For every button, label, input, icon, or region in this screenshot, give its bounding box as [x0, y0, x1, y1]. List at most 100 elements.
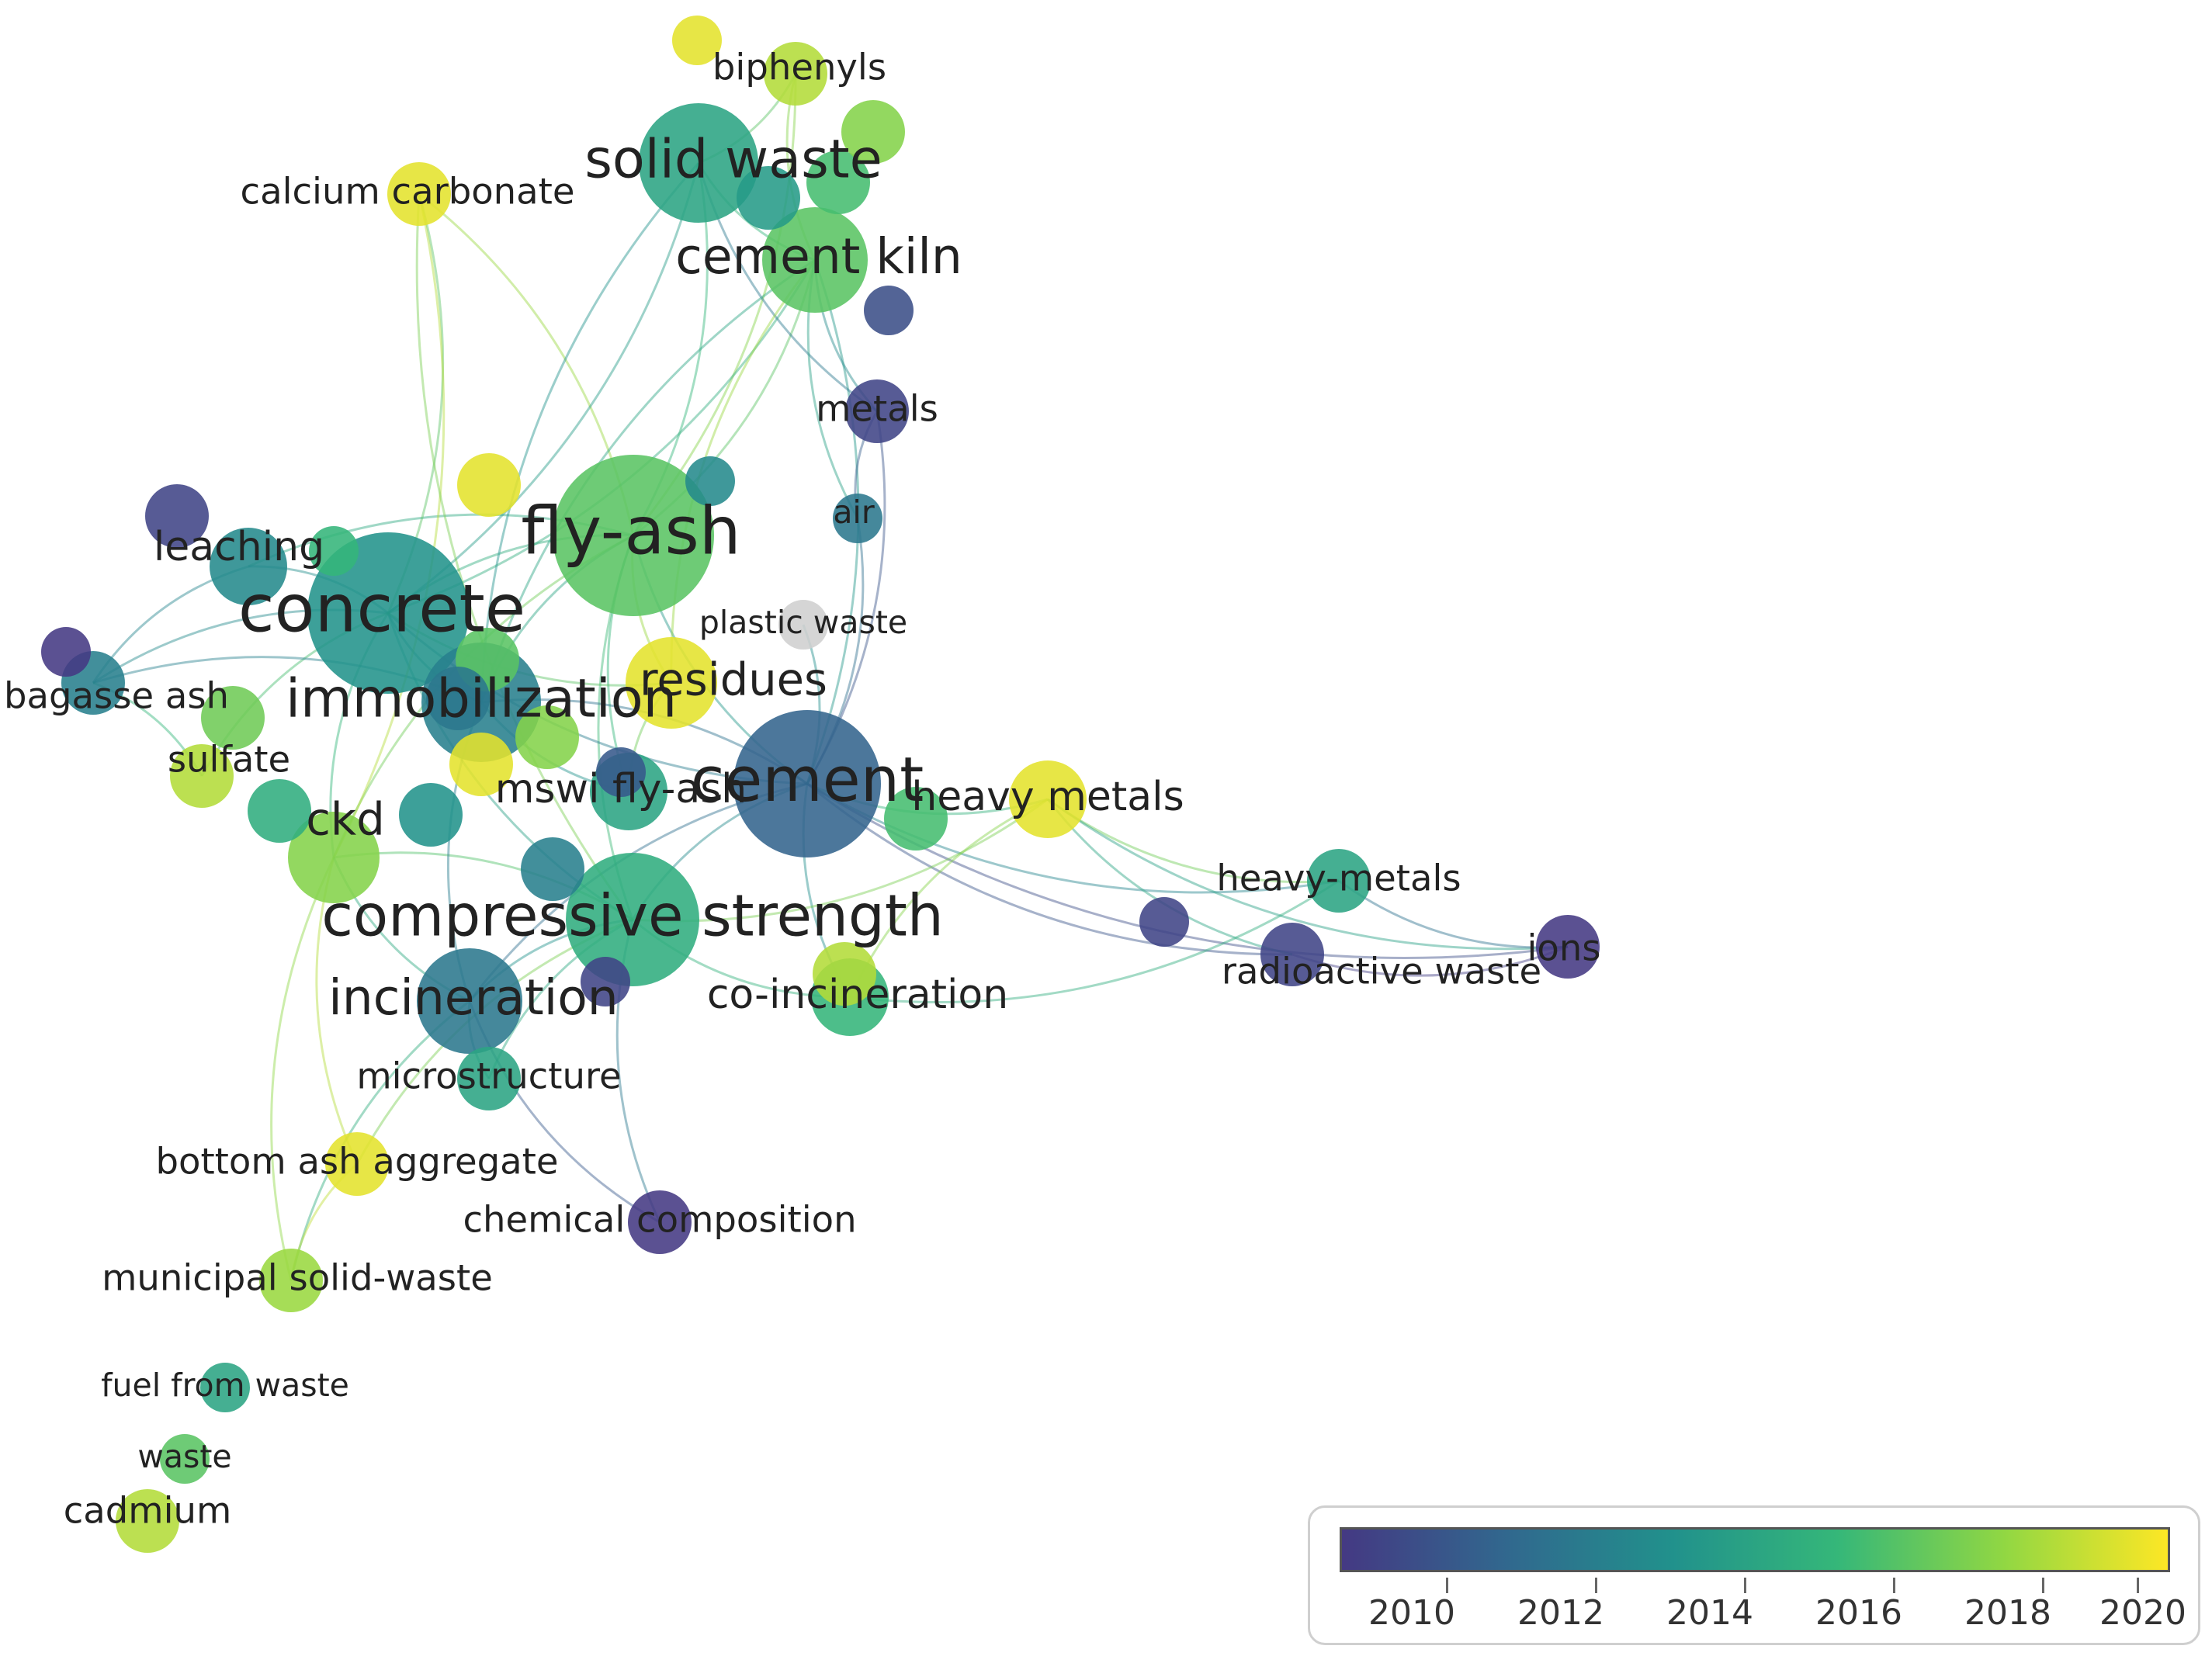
network-edge	[1291, 945, 1569, 977]
label-microstructure: microstructure	[356, 1055, 621, 1097]
node-n-b[interactable]	[806, 151, 870, 214]
legend-tick-mark	[1446, 1578, 1448, 1593]
node-n-e[interactable]	[864, 286, 914, 335]
node-n-k[interactable]	[426, 667, 490, 730]
label-mswi-fly-ash: mswi fly-ash	[495, 766, 747, 812]
node-sulfate[interactable]	[170, 744, 234, 808]
label-bottom-ash-aggregate: bottom ash aggregate	[155, 1141, 558, 1183]
node-chemical-composition[interactable]	[628, 1190, 692, 1254]
network-edge	[806, 782, 1340, 894]
legend-tick-label: 2020	[2099, 1593, 2186, 1633]
node-cement-kiln[interactable]	[762, 207, 868, 313]
node-n-c[interactable]	[841, 100, 905, 164]
label-waste: waste	[137, 1438, 231, 1475]
label-residues: residues	[640, 654, 827, 706]
node-leaching[interactable]	[210, 528, 287, 605]
node-calcium-carbonate[interactable]	[387, 162, 451, 226]
label-heavy-metals: heavy metals	[911, 774, 1184, 820]
legend-tick-mark	[1893, 1578, 1895, 1593]
node-ckd[interactable]	[288, 812, 380, 903]
node-solid-waste[interactable]	[639, 103, 758, 223]
label-cement-kiln: cement kiln	[675, 228, 962, 285]
label-plastic-waste: plastic waste	[699, 604, 907, 641]
legend-tick-mark	[2137, 1578, 2139, 1593]
node-n-p[interactable]	[581, 957, 630, 1006]
label-chemical-composition: chemical composition	[463, 1199, 856, 1241]
node-metals[interactable]	[845, 379, 909, 443]
label-metals: metals	[816, 388, 938, 430]
network-edge	[480, 162, 700, 703]
node-n-u[interactable]	[1139, 897, 1189, 947]
network-edge	[480, 258, 816, 703]
year-colorbar	[1340, 1527, 2170, 1572]
node-bottom-ash-aggregate[interactable]	[325, 1132, 389, 1196]
node-incineration[interactable]	[417, 948, 522, 1054]
label-incineration: incineration	[328, 969, 618, 1026]
label-cement: cement	[691, 743, 924, 816]
legend-tick-label: 2012	[1517, 1593, 1604, 1633]
label-fly-ash: fly-ash	[521, 493, 740, 570]
node-cadmium[interactable]	[116, 1489, 179, 1553]
node-n-t[interactable]	[813, 942, 876, 1006]
nodes-layer	[41, 16, 1600, 1553]
node-n-m[interactable]	[399, 783, 463, 847]
legend-tick-mark	[1744, 1578, 1746, 1593]
node-cement[interactable]	[733, 710, 881, 857]
label-concrete: concrete	[238, 570, 525, 647]
label-municipal-solid-waste: municipal solid-waste	[102, 1257, 493, 1299]
node-n-w[interactable]	[201, 686, 265, 750]
legend-tick-label: 2016	[1815, 1593, 1902, 1633]
node-air[interactable]	[833, 494, 882, 543]
node-ions[interactable]	[1536, 915, 1600, 979]
node-n-l[interactable]	[515, 705, 579, 769]
node-residues[interactable]	[626, 637, 717, 729]
node-n-f[interactable]	[685, 456, 735, 506]
label-radioactive-waste: radioactive waste	[1222, 951, 1541, 993]
node-radioactive-waste[interactable]	[1260, 923, 1324, 986]
legend-tick-mark	[1595, 1578, 1597, 1593]
node-biphenyls[interactable]	[764, 42, 827, 106]
node-heavy-metals-2[interactable]	[1307, 849, 1371, 913]
label-heavy-metals-2: heavy-metals	[1216, 857, 1461, 899]
node-n-o[interactable]	[596, 747, 646, 797]
network-edge	[1047, 798, 1569, 951]
node-fly-ash[interactable]	[553, 455, 714, 616]
network-edge	[415, 193, 634, 920]
legend-tick-label: 2014	[1666, 1593, 1753, 1633]
node-n-q[interactable]	[41, 627, 91, 677]
label-biphenyls: biphenyls	[712, 47, 886, 88]
node-n-a[interactable]	[672, 16, 722, 65]
node-compressive-strength[interactable]	[566, 853, 699, 986]
node-fuel-from-waste[interactable]	[200, 1363, 250, 1412]
node-n-d[interactable]	[737, 166, 800, 230]
node-n-s[interactable]	[884, 787, 948, 851]
label-calcium-carbonate: calcium carbonate	[241, 171, 575, 213]
network-edge	[1047, 798, 1340, 884]
year-legend: 2010 2012 2014 2016 2018 2020	[1308, 1505, 2200, 1645]
network-edge	[387, 162, 700, 615]
label-leaching: leaching	[154, 524, 324, 570]
node-n-i[interactable]	[309, 526, 359, 576]
network-edge	[1338, 879, 1569, 949]
node-heavy-metals[interactable]	[1009, 760, 1087, 838]
node-microstructure[interactable]	[457, 1047, 521, 1110]
node-waste[interactable]	[160, 1434, 210, 1484]
node-n-n[interactable]	[449, 733, 513, 796]
node-n-g[interactable]	[457, 453, 521, 517]
legend-tick-label: 2018	[1964, 1593, 2051, 1633]
label-ckd: ckd	[306, 794, 384, 846]
node-concrete[interactable]	[307, 532, 469, 694]
node-n-h[interactable]	[145, 484, 209, 548]
label-co-incineration: co-incineration	[707, 972, 1008, 1018]
label-solid-waste: solid waste	[584, 129, 882, 191]
label-immobilization: immobilization	[286, 668, 677, 730]
label-sulfate: sulfate	[168, 739, 290, 781]
network-edge	[270, 857, 335, 1281]
node-municipal-solid-waste[interactable]	[259, 1249, 323, 1312]
node-n-r[interactable]	[521, 837, 584, 901]
node-n-v[interactable]	[248, 779, 311, 843]
node-plastic-waste[interactable]	[778, 600, 828, 650]
label-compressive-strength: compressive strength	[321, 883, 944, 950]
